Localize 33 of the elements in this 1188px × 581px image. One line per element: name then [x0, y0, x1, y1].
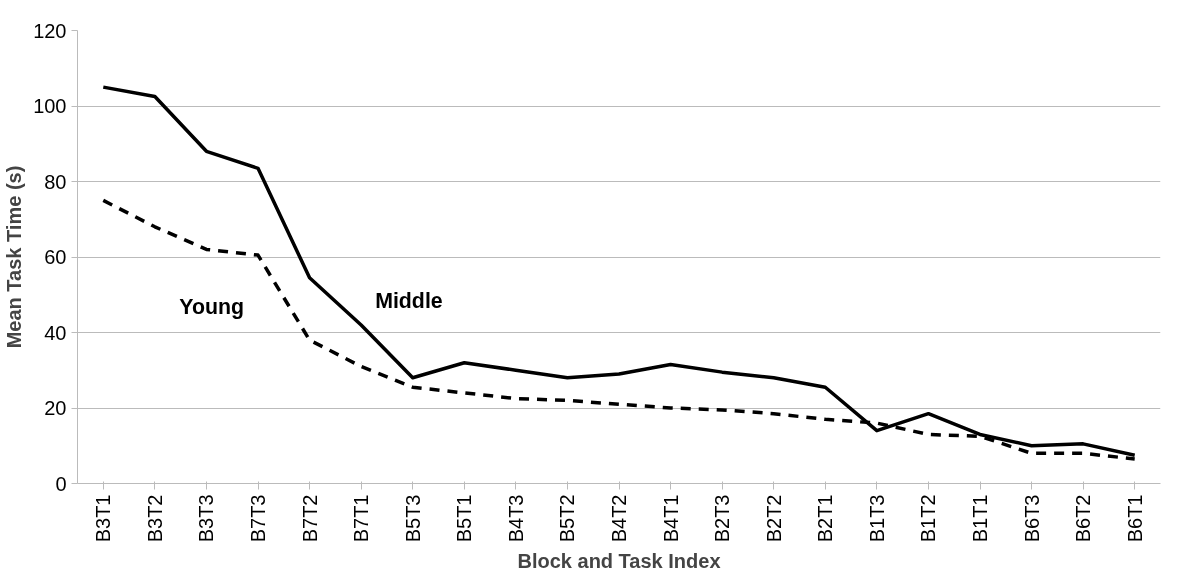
y-tick-label: 0	[55, 472, 67, 495]
y-tick-label: 80	[44, 170, 67, 193]
x-tick-label: B4T3	[504, 494, 527, 543]
x-tick-label: B4T1	[659, 494, 682, 543]
x-tick-label: B7T1	[350, 494, 373, 543]
x-tick-label: B6T3	[1020, 494, 1043, 543]
x-tick-label: B3T1	[92, 494, 115, 543]
x-tick-label: B2T2	[762, 494, 785, 543]
x-tick-label: B6T2	[1072, 494, 1095, 543]
series-label: Middle	[375, 288, 443, 313]
line-series	[101, 85, 1137, 457]
series-label: Young	[179, 295, 245, 320]
y-axis-title: Mean Task Time (s)	[3, 165, 26, 349]
x-tick-label: B4T2	[608, 494, 630, 543]
x-tick-label: B5T3	[401, 494, 424, 543]
x-tick-label: B3T3	[195, 494, 218, 543]
y-tick-label: 20	[44, 397, 67, 419]
x-tick-label: B2T1	[814, 494, 837, 543]
y-tick-label: 120	[33, 19, 67, 42]
x-tick-label: B5T1	[453, 494, 476, 543]
y-tick-label: 60	[44, 246, 67, 268]
x-tick-label: B1T3	[865, 494, 888, 543]
x-tick-label: B1T1	[969, 494, 991, 543]
x-tick-label: B5T2	[556, 494, 579, 543]
y-tick-label: 40	[44, 321, 67, 344]
x-tick-label: B7T3	[247, 494, 269, 543]
y-tick-label: 100	[33, 95, 67, 117]
x-tick-label: B7T2	[298, 494, 321, 543]
x-tick-label: B3T2	[143, 494, 166, 543]
x-axis-title: Block and Task Index	[517, 550, 721, 573]
x-tick-label: B6T1	[1123, 494, 1146, 543]
x-tick-label: B2T3	[711, 494, 734, 543]
x-tick-label: B1T2	[917, 494, 940, 543]
